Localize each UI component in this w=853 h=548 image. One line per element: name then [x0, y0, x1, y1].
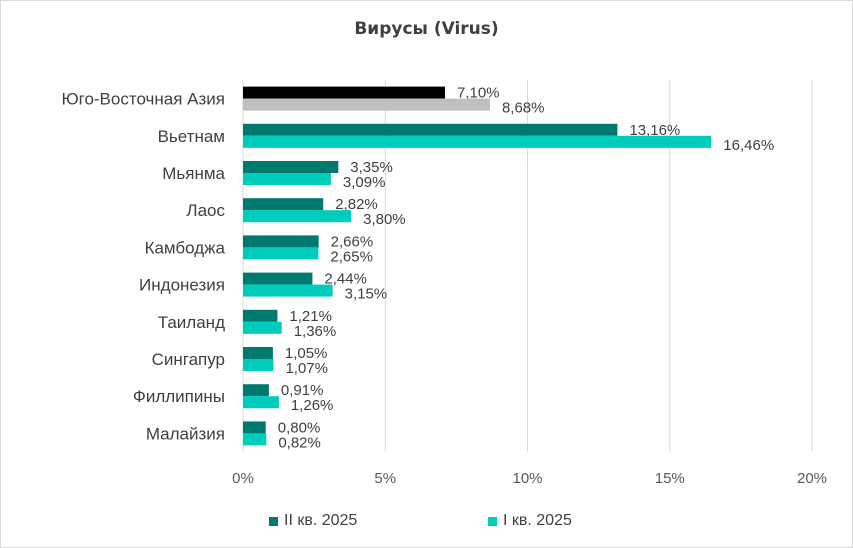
legend-swatch-series-2 [488, 516, 497, 526]
category-label-0: Юго-Восточная Азия [61, 90, 225, 109]
bar-series-2-9 [243, 433, 267, 446]
data-label-series-2-7: 1,07% [285, 360, 328, 377]
bar-series-2-5 [243, 284, 333, 297]
bar-series-2-8 [243, 396, 279, 409]
bar-series-1-7 [243, 347, 273, 359]
x-tick-label-0: 0% [232, 470, 254, 487]
legend-item-series-1: II кв. 2025 [269, 512, 357, 530]
x-tick-label-1: 5% [374, 470, 396, 487]
data-label-series-1-5: 2,44% [324, 271, 367, 288]
bar-series-2-2 [243, 173, 331, 185]
data-label-series-2-6: 1,36% [294, 323, 337, 340]
x-tick-label-2: 10% [512, 470, 542, 487]
data-label-series-1-6: 1,21% [289, 308, 332, 325]
legend-label-series-2: I кв. 2025 [503, 512, 572, 529]
category-label-1: Вьетнам [158, 127, 225, 146]
legend-swatch-series-1 [269, 516, 278, 526]
bar-series-1-2 [243, 161, 339, 173]
data-label-series-2-2: 3,09% [343, 174, 386, 191]
chart-legend: II кв. 2025 I кв. 2025 [0, 512, 853, 536]
category-label-2: Мьянма [162, 164, 225, 183]
category-label-4: Камбоджа [145, 238, 226, 257]
bar-series-1-5 [243, 272, 313, 285]
data-label-series-2-5: 3,15% [345, 286, 388, 303]
data-label-series-1-7: 1,05% [285, 345, 328, 362]
bar-series-2-0 [243, 98, 490, 111]
category-label-6: Таиланд [158, 313, 225, 332]
data-label-series-1-4: 2,66% [331, 233, 374, 250]
x-tick-label-4: 20% [797, 470, 827, 487]
bar-series-2-1 [243, 135, 712, 148]
bar-series-1-8 [243, 384, 269, 397]
category-label-9: Малайзия [146, 424, 225, 443]
data-label-series-2-0: 8,68% [502, 100, 545, 117]
data-label-series-1-8: 0,91% [281, 382, 324, 399]
bar-series-2-7 [243, 359, 274, 371]
legend-item-series-2: I кв. 2025 [488, 512, 572, 530]
bar-series-2-6 [243, 321, 282, 334]
bar-series-1-9 [243, 421, 266, 434]
data-label-series-2-1: 16,46% [723, 137, 774, 154]
data-label-series-1-0: 7,10% [457, 85, 500, 102]
data-label-series-2-4: 2,65% [330, 248, 373, 265]
bar-series-1-4 [243, 235, 319, 248]
category-label-7: Сингапур [152, 350, 225, 369]
data-label-series-2-8: 1,26% [291, 397, 334, 414]
bar-series-1-0 [243, 86, 445, 99]
category-label-8: Филлипины [133, 387, 225, 406]
chart-title: Вирусы (Virus) [354, 19, 499, 39]
x-tick-label-3: 15% [655, 470, 685, 487]
data-label-series-2-3: 3,80% [363, 211, 406, 228]
data-label-series-1-3: 2,82% [335, 196, 378, 213]
legend-label-series-1: II кв. 2025 [284, 512, 358, 529]
data-label-series-1-2: 3,35% [350, 159, 393, 176]
bar-series-1-3 [243, 198, 324, 211]
bar-series-2-4 [243, 247, 319, 260]
bar-series-2-3 [243, 210, 352, 223]
bar-series-1-6 [243, 309, 278, 322]
bar-series-1-1 [243, 123, 618, 136]
data-label-series-1-9: 0,80% [278, 419, 321, 436]
category-label-5: Индонезия [139, 276, 225, 295]
data-label-series-2-9: 0,82% [278, 434, 321, 451]
category-label-3: Лаос [186, 201, 225, 220]
data-label-series-1-1: 13,16% [629, 122, 680, 139]
